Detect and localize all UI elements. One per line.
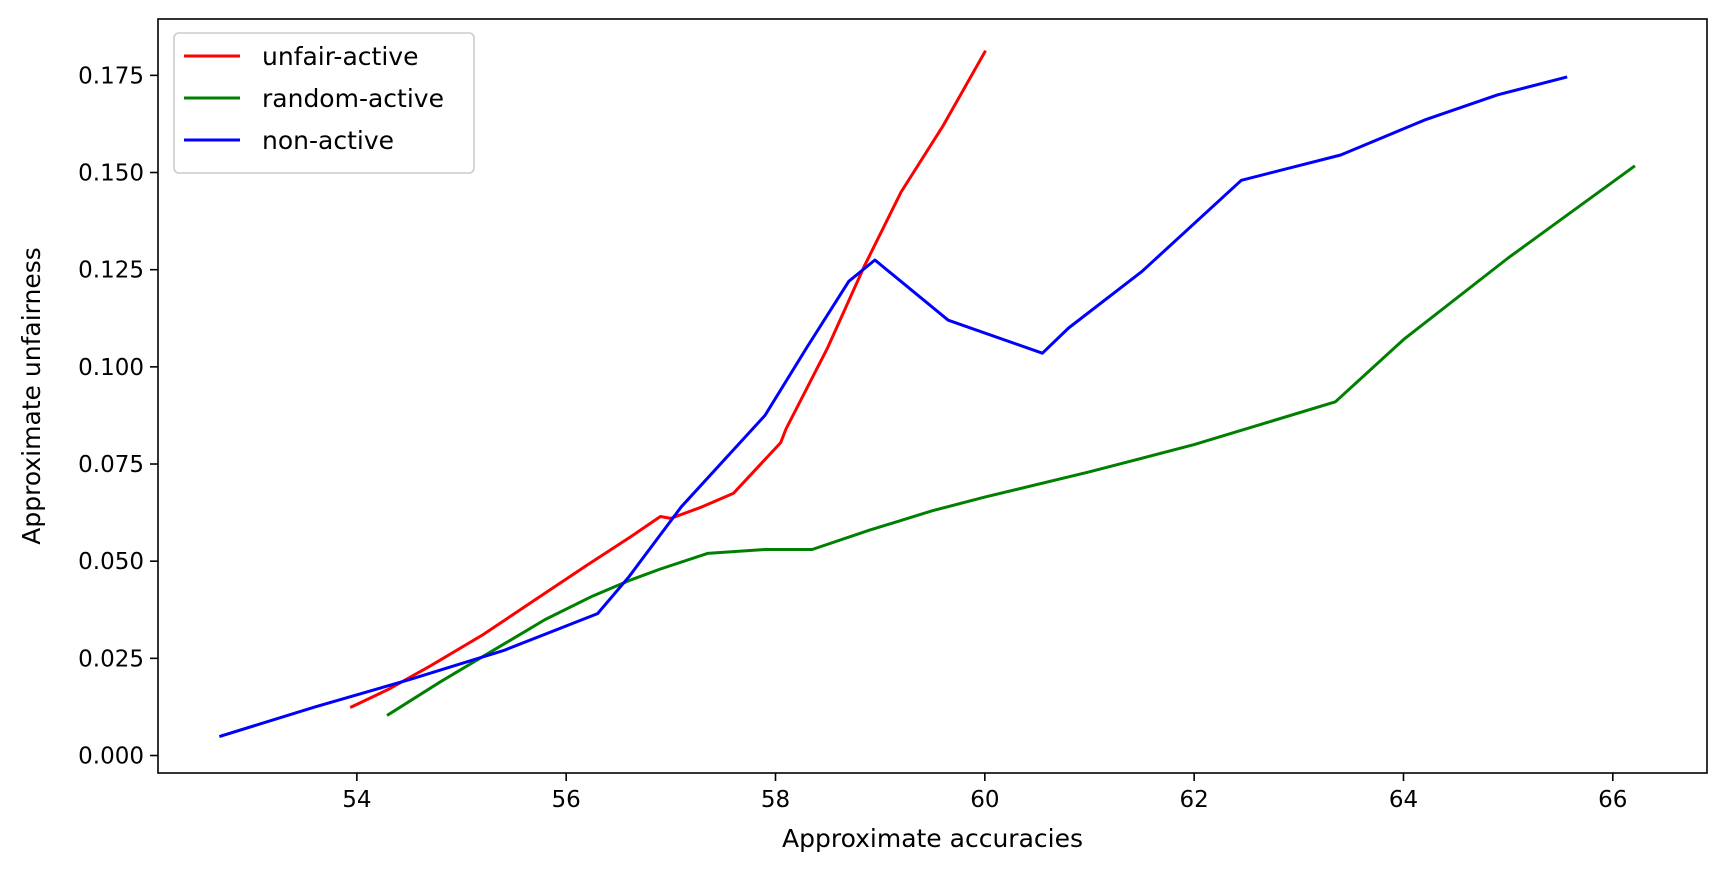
y-tick-label: 0.050 [78, 549, 144, 575]
y-axis-label: Approximate unfairness [17, 247, 46, 545]
y-tick-label: 0.150 [78, 161, 144, 187]
legend-entry-label: unfair-active [262, 42, 418, 71]
x-tick-label: 60 [970, 787, 999, 813]
y-tick-label: 0.125 [78, 258, 144, 284]
x-tick-label: 58 [761, 787, 790, 813]
series-line-random-active [386, 164, 1636, 717]
x-tick-label: 54 [342, 787, 371, 813]
series-layer [218, 49, 1636, 738]
x-axis: 54 56 58 60 62 64 66 [342, 773, 1627, 813]
y-tick-label: 0.025 [78, 646, 144, 672]
series-line-non-active [218, 75, 1568, 738]
y-tick-label: 0.100 [78, 355, 144, 381]
y-tick-label: 0.175 [78, 63, 144, 89]
plot-frame [157, 18, 1708, 774]
y-axis: 0.000 0.025 0.050 0.075 0.100 0.125 0.150 0.175 [78, 63, 158, 770]
y-tick-label: 0.000 [78, 744, 144, 770]
x-tick-label: 62 [1180, 787, 1209, 813]
legend-entry-label: non-active [262, 126, 394, 155]
x-axis-label: Approximate accuracies [782, 824, 1083, 853]
y-tick-label: 0.075 [78, 452, 144, 478]
series-line-unfair-active [349, 49, 987, 709]
legend: unfair-active random-active non-active [173, 32, 475, 174]
x-tick-label: 66 [1598, 787, 1627, 813]
legend-box [173, 32, 475, 174]
x-tick-label: 56 [552, 787, 581, 813]
x-tick-label: 64 [1389, 787, 1418, 813]
legend-entry-label: random-active [262, 84, 444, 113]
